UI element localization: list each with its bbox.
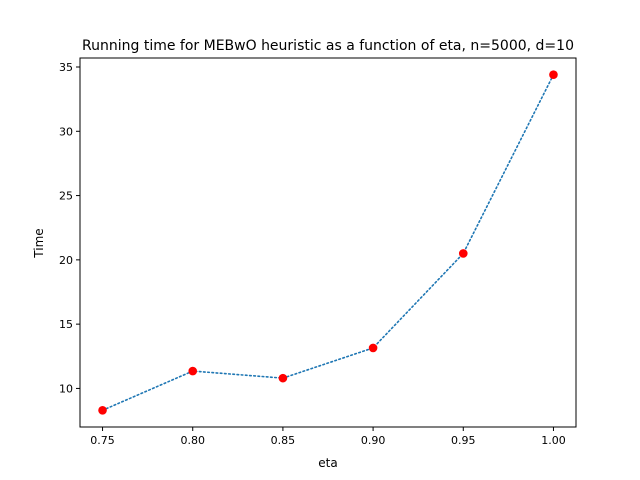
y-tick-label: 35 <box>59 61 73 74</box>
x-tick-label: 1.00 <box>541 434 566 447</box>
data-point <box>98 405 107 415</box>
x-tick-label: 0.85 <box>271 434 296 447</box>
data-point <box>278 373 288 383</box>
data-point <box>458 249 468 258</box>
data-point <box>188 366 198 376</box>
data-point <box>368 343 378 353</box>
series-layer <box>98 70 558 415</box>
x-axis-ticks: 0.75 0.80 0.85 0.90 0.95 1.00 <box>90 427 566 447</box>
y-axis-ticks: 10 15 20 25 30 35 <box>59 61 80 395</box>
y-tick-label: 30 <box>59 125 73 138</box>
y-axis-label: Time <box>32 228 46 258</box>
chart-title: Running time for MEBwO heuristic as a fu… <box>82 38 574 54</box>
x-tick-label: 0.75 <box>90 434 115 447</box>
y-tick-label: 25 <box>59 190 73 203</box>
data-point <box>549 70 558 80</box>
x-tick-label: 0.80 <box>180 434 205 447</box>
series-line <box>101 73 555 412</box>
y-tick-label: 10 <box>59 382 73 395</box>
x-axis-label: eta <box>318 456 337 470</box>
y-tick-label: 20 <box>59 254 73 267</box>
plot-frame <box>79 57 577 428</box>
plot-area <box>79 57 577 428</box>
y-tick-label: 15 <box>59 318 73 331</box>
x-tick-label: 0.90 <box>361 434 386 447</box>
x-tick-label: 0.95 <box>451 434 476 447</box>
